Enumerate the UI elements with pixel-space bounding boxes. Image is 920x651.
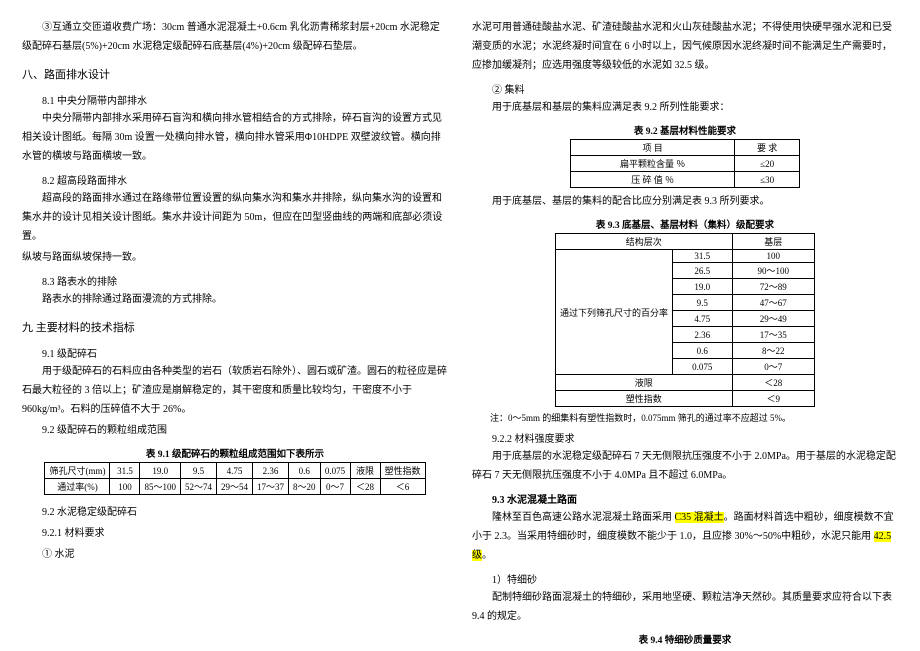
cell: 8～20 [289, 479, 321, 495]
cell: 31.5 [673, 250, 733, 263]
para-8-2a: 超高段的路面排水通过在路缘带位置设置的纵向集水沟和集水井排除，纵向集水沟的设置和… [22, 189, 448, 246]
para-r3: 用于底基层和基层的集料应满足表 9.2 所列性能要求： [472, 98, 898, 117]
cell: 筛孔尺寸(mm) [45, 463, 110, 479]
text-r6a: 隆林至百色高速公路水泥混凝土路面采用 [492, 512, 675, 523]
cell: 通过率(%) [45, 479, 110, 495]
cell: 47～67 [732, 295, 814, 311]
table-row: 项 目 要 求 [571, 140, 800, 156]
table-9-3-note: 注：0～5mm 的细集料有塑性指数时，0.075mm 筛孔的通过率不应超过 5%… [472, 411, 898, 426]
cell: 塑性指数 [380, 463, 425, 479]
table-row: 扁平颗粒含量 ％ ≤20 [571, 156, 800, 172]
cell: 扁平颗粒含量 ％ [571, 156, 735, 172]
cell: ≤20 [735, 156, 800, 172]
heading-9-3: 9.3 水泥混凝土路面 [472, 491, 898, 506]
table-row: 结构层次 基层 [556, 234, 815, 250]
cell: 85～100 [140, 479, 181, 495]
cell: 0.6 [289, 463, 321, 479]
cell: 0.6 [673, 343, 733, 359]
heading-9-2-1: 9.2.1 材料要求 [22, 524, 448, 539]
heading-9-2-2: 9.2.2 材料强度要求 [472, 430, 898, 445]
cell: 基层 [732, 234, 814, 250]
heading-9-1: 9.1 级配碎石 [22, 345, 448, 360]
table-9-1: 筛孔尺寸(mm) 31.5 19.0 9.5 4.75 2.36 0.6 0.0… [44, 462, 425, 495]
cell: 要 求 [735, 140, 800, 156]
cell: 4.75 [673, 311, 733, 327]
para-r1: 水泥可用普通硅酸盐水泥、矿渣硅酸盐水泥和火山灰硅酸盐水泥；不得使用快硬早强水泥和… [472, 18, 898, 75]
table-row: 通过率(%) 100 85～100 52～74 29～54 17～37 8～20… [45, 479, 425, 495]
heading-9: 九 主要材料的技术指标 [22, 319, 448, 335]
table-row: 液限＜28 [556, 375, 815, 391]
table-9-3-title: 表 9.3 底基层、基层材料（集料）级配要求 [472, 217, 898, 231]
cell: 9.5 [180, 463, 216, 479]
cell: 9.5 [673, 295, 733, 311]
cell: ≤30 [735, 172, 800, 188]
cell: 2.36 [253, 463, 289, 479]
para-r4: 用于底基层、基层的集料的配合比应分别满足表 9.3 所列要求。 [472, 192, 898, 211]
para-9-1a: 用于级配碎石的石料应由各种类型的岩石（软质岩石除外）、圆石或矿渣。圆石的粒径应是… [22, 362, 448, 419]
cell: 8～22 [732, 343, 814, 359]
para-cement: ① 水泥 [22, 545, 448, 560]
cell: 72～89 [732, 279, 814, 295]
cell: 17～37 [253, 479, 289, 495]
cell: 压 碎 值 ％ [571, 172, 735, 188]
cell: 29～49 [732, 311, 814, 327]
cell: 52～74 [180, 479, 216, 495]
table-row: 通过下列筛孔尺寸的百分率 31.5 100 [556, 250, 815, 263]
cell: 0～7 [732, 359, 814, 375]
table-9-2: 项 目 要 求 扁平颗粒含量 ％ ≤20 压 碎 值 ％ ≤30 [570, 139, 800, 188]
cell: ＜9 [732, 391, 814, 407]
table-9-2-title: 表 9.2 基层材料性能要求 [472, 123, 898, 137]
cell: 19.0 [140, 463, 181, 479]
para-r8: 配制特细砂路面混凝土的特细砂，采用地坚硬、颗粒洁净天然砂。其质量要求应符合以下表… [472, 588, 898, 626]
para-r2: ② 集料 [472, 81, 898, 96]
table-row: 塑性指数＜9 [556, 391, 815, 407]
cell: 塑性指数 [556, 391, 733, 407]
highlight-c35: C35 混凝土 [675, 512, 724, 523]
heading-8-2: 8.2 超高段路面排水 [22, 172, 448, 187]
cell: 4.75 [216, 463, 252, 479]
cell: ＜28 [350, 479, 380, 495]
table-row: 筛孔尺寸(mm) 31.5 19.0 9.5 4.75 2.36 0.6 0.0… [45, 463, 425, 479]
cell: 2.36 [673, 327, 733, 343]
para-8-1: 中央分隔带内部排水采用碎石盲沟和横向排水管相结合的方式排除，碎石盲沟的设置方式见… [22, 109, 448, 166]
table-9-4-title: 表 9.4 特细砂质量要求 [472, 632, 898, 646]
cell: 100 [110, 479, 140, 495]
table-9-3: 结构层次 基层 通过下列筛孔尺寸的百分率 31.5 100 26.590～100… [555, 233, 815, 407]
cell: ＜28 [732, 375, 814, 391]
right-column: 水泥可用普通硅酸盐水泥、矿渣硅酸盐水泥和火山灰硅酸盐水泥；不得使用快硬早强水泥和… [472, 18, 898, 633]
para-8-2b: 纵坡与路面纵坡保持一致。 [22, 248, 448, 267]
para-interchange: ③互通立交匝道收费广场：30cm 普通水泥混凝土+0.6cm 乳化沥青稀浆封层+… [22, 18, 448, 56]
cell: 90～100 [732, 263, 814, 279]
cell: 0～7 [320, 479, 350, 495]
cell: 项 目 [571, 140, 735, 156]
heading-8-3: 8.3 路表水的排除 [22, 273, 448, 288]
cell: 0.075 [673, 359, 733, 375]
para-r5: 用于底基层的水泥稳定级配碎石 7 天无侧限抗压强度不小于 2.0MPa。用于基层… [472, 447, 898, 485]
cell: 液限 [350, 463, 380, 479]
table-9-1-title: 表 9.1 级配碎石的颗粒组成范围如下表所示 [22, 446, 448, 460]
heading-8: 八、路面排水设计 [22, 66, 448, 82]
cell: 26.5 [673, 263, 733, 279]
cell: 17～35 [732, 327, 814, 343]
para-r6: 隆林至百色高速公路水泥混凝土路面采用 C35 混凝土。路面材料首选中粗砂，细度模… [472, 508, 898, 565]
cell: 0.075 [320, 463, 350, 479]
para-r7: 1）特细砂 [472, 571, 898, 586]
para-8-3: 路表水的排除通过路面漫流的方式排除。 [22, 290, 448, 309]
heading-9-2: 9.2 水泥稳定级配碎石 [22, 503, 448, 518]
para-9-1b: 9.2 级配碎石的颗粒组成范围 [22, 421, 448, 440]
heading-8-1: 8.1 中央分隔带内部排水 [22, 92, 448, 107]
cell: 31.5 [110, 463, 140, 479]
cell: 液限 [556, 375, 733, 391]
cell: 19.0 [673, 279, 733, 295]
cell: ＜6 [380, 479, 425, 495]
cell-sidelabel: 通过下列筛孔尺寸的百分率 [556, 250, 673, 375]
table-row: 压 碎 值 ％ ≤30 [571, 172, 800, 188]
cell: 结构层次 [556, 234, 733, 250]
left-column: ③互通立交匝道收费广场：30cm 普通水泥混凝土+0.6cm 乳化沥青稀浆封层+… [22, 18, 448, 633]
cell: 100 [732, 250, 814, 263]
text-r6c: 。 [482, 550, 492, 561]
cell: 29～54 [216, 479, 252, 495]
